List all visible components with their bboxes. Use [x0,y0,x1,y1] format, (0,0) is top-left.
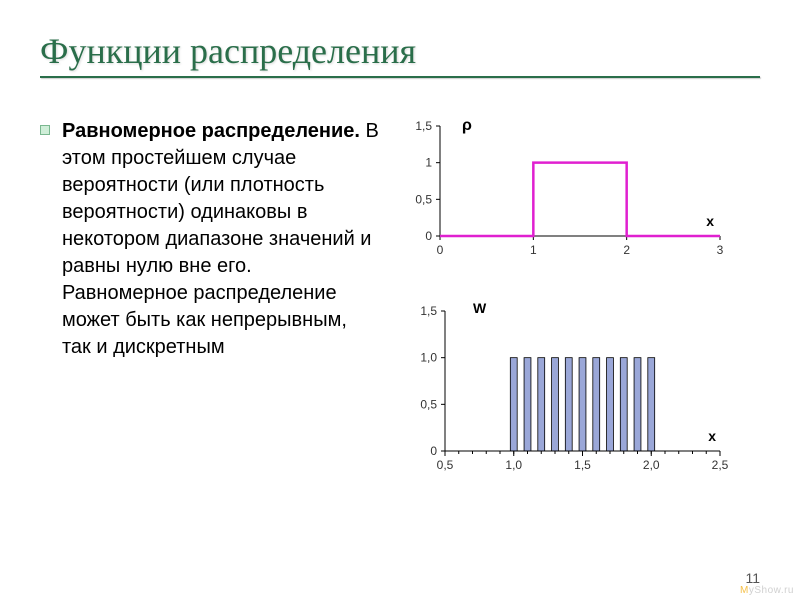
svg-text:x: x [706,213,714,229]
slide: Функции распределения Равномерное распре… [0,0,800,600]
svg-text:0: 0 [437,243,444,257]
svg-text:0: 0 [430,444,437,458]
svg-text:1,5: 1,5 [415,119,432,133]
watermark-text: yShow.ru [749,585,794,596]
text-column: Равномерное распределение. В этом просте… [40,108,380,486]
page-number: 11 [745,570,760,586]
svg-text:0: 0 [425,229,432,243]
svg-text:3: 3 [717,243,724,257]
watermark: MyShow.ru [740,585,794,596]
svg-text:2,5: 2,5 [712,458,729,472]
svg-text:1,5: 1,5 [574,458,591,472]
bullet-square-icon [40,125,50,135]
svg-text:0,5: 0,5 [420,397,437,411]
svg-text:2,0: 2,0 [643,458,660,472]
bullet-item: Равномерное распределение. В этом просте… [40,118,380,361]
body-rest: В этом простейшем случае вероятности (ил… [62,120,379,358]
body-heading: Равномерное распределение. [62,120,360,142]
svg-text:1,5: 1,5 [420,304,437,318]
chart-density-svg: 0 0,5 1 1,5 0 1 2 3 ρ x [400,116,730,266]
svg-text:1,0: 1,0 [505,458,522,472]
svg-text:1: 1 [530,243,537,257]
title-underline [40,76,760,78]
svg-text:1: 1 [425,156,432,170]
svg-text:x: x [708,428,716,444]
chart-discrete-svg: 00,51,01,50,51,01,52,02,5Wx [400,296,730,486]
charts-column: 00,511,50123ρx 00,51,01,50,51,01,52,02,5… [400,108,760,486]
svg-text:1,0: 1,0 [420,351,437,365]
content-row: Равномерное распределение. В этом просте… [40,108,760,486]
page-title: Функции распределения [40,30,760,72]
svg-text:2: 2 [623,243,630,257]
chart-discrete: 00,51,01,50,51,01,52,02,5Wx [400,296,760,486]
body-text: Равномерное распределение. В этом просте… [62,118,380,361]
chart-density: 0 0,5 1 1,5 0 1 2 3 ρ x [400,116,760,266]
svg-text:0,5: 0,5 [415,192,432,206]
svg-text:ρ: ρ [462,117,472,134]
svg-text:W: W [473,300,487,316]
svg-text:0,5: 0,5 [437,458,454,472]
